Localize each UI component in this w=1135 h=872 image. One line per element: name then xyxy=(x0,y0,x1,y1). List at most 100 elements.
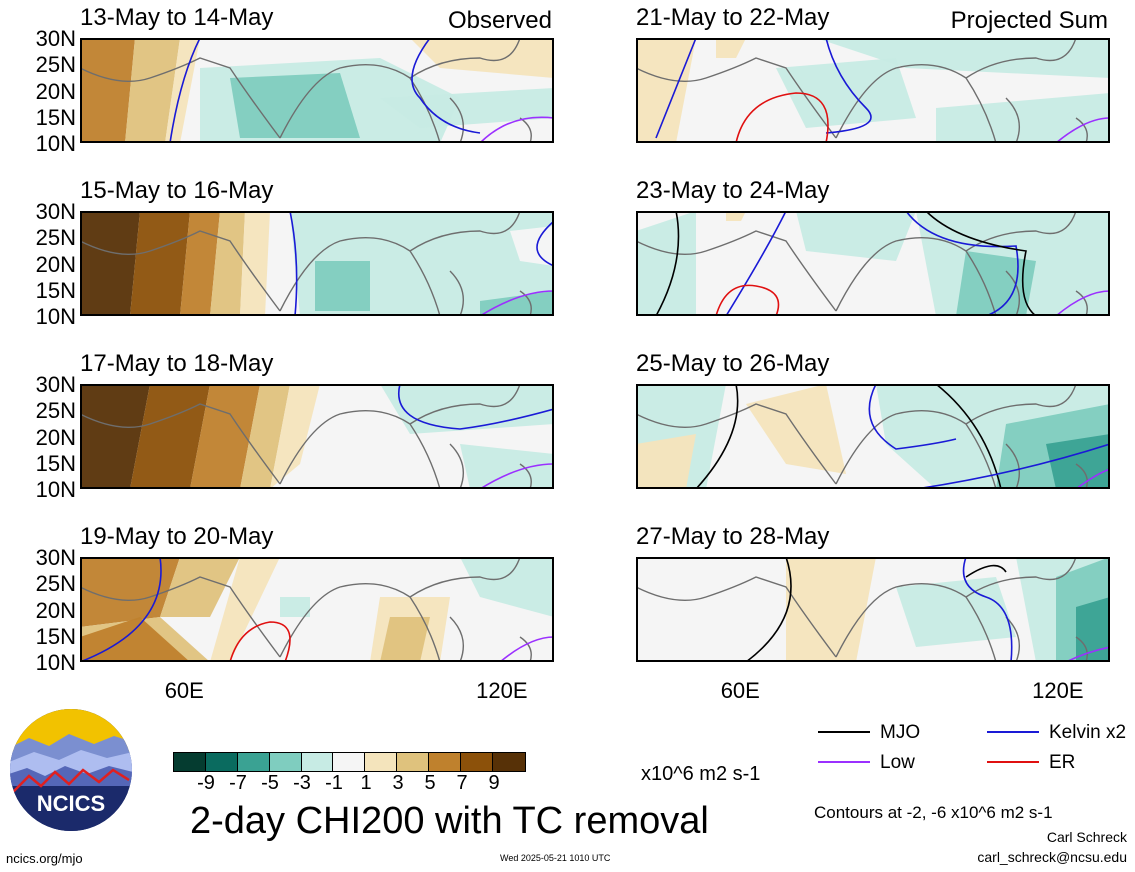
contour-kelvin-x2 xyxy=(962,557,1013,662)
lon-tick-label: 120E xyxy=(476,678,528,703)
map-panel xyxy=(636,384,1110,489)
colorbar-swatch xyxy=(237,753,270,771)
shading-region xyxy=(240,211,270,316)
contour-mjo xyxy=(655,211,680,316)
shading-region xyxy=(480,291,554,316)
colorbar-tick-label: 3 xyxy=(392,772,404,794)
coastline xyxy=(449,97,464,143)
panel-title: 13-May to 14-May xyxy=(80,4,274,31)
legend-swatch xyxy=(818,761,870,763)
lat-tick-label: 25N xyxy=(35,225,76,251)
map-panel xyxy=(80,38,554,143)
coastline xyxy=(279,409,441,489)
coastline xyxy=(449,616,464,662)
colorbar-tick-label: -3 xyxy=(293,772,311,794)
map-frame xyxy=(80,38,554,143)
panel-title: 15-May to 16-May xyxy=(80,177,274,204)
shading-region xyxy=(180,211,220,316)
coastline xyxy=(1075,463,1088,489)
contour-er xyxy=(715,284,780,316)
colorbar-swatch xyxy=(174,753,206,771)
coastline xyxy=(965,38,1077,79)
contour-kelvin-x2 xyxy=(905,211,1019,316)
lat-tick-label: 30N xyxy=(35,545,76,570)
coastline xyxy=(636,230,837,312)
lat-tick-label: 30N xyxy=(35,372,76,397)
colorbar-swatch xyxy=(461,753,493,771)
shading-region xyxy=(80,38,135,143)
coastline xyxy=(1005,270,1020,316)
ncics-logo: NCICS xyxy=(10,709,132,831)
coastline xyxy=(1005,443,1020,489)
lat-tick-label: 20N xyxy=(35,597,76,623)
coastline xyxy=(80,576,281,658)
shading-region xyxy=(510,226,554,266)
map-frame xyxy=(636,557,1110,662)
colorbar-tick-label: 7 xyxy=(456,772,468,794)
shading-region xyxy=(786,557,876,662)
contour-kelvin-x2 xyxy=(868,384,957,450)
shading-region xyxy=(636,434,696,489)
colorbar-units: x10^6 m2 s-1 xyxy=(641,763,761,785)
lat-tick-label: 10N xyxy=(35,650,76,675)
map-frame xyxy=(636,211,1110,316)
shading-region xyxy=(270,384,320,489)
contour-kelvin-x2 xyxy=(289,211,298,316)
panel-title: 17-May to 18-May xyxy=(80,350,274,377)
lon-tick-label: 60E xyxy=(164,678,204,703)
coastline xyxy=(835,582,997,662)
shading-region xyxy=(896,577,1016,647)
contour-kelvin-x2 xyxy=(725,211,787,316)
shading-region xyxy=(380,617,430,662)
lat-tick-label: 25N xyxy=(35,398,76,424)
shading-region xyxy=(190,384,260,489)
map-frame xyxy=(636,38,1110,143)
shading-region xyxy=(636,38,696,143)
shading-region xyxy=(315,261,370,311)
shading-region xyxy=(280,597,310,617)
coastline xyxy=(279,236,441,316)
colorbar-tick-label: -5 xyxy=(261,772,279,794)
colorbar-swatch xyxy=(492,753,525,771)
lat-tick-label: 20N xyxy=(35,78,76,104)
shading-region xyxy=(936,93,1110,143)
coastline xyxy=(835,409,997,489)
coastline xyxy=(519,463,532,489)
coastline xyxy=(409,38,521,79)
shading-region xyxy=(1076,597,1110,662)
colorbar-tick-label: -7 xyxy=(229,772,247,794)
coastline xyxy=(1005,97,1020,143)
contour-kelvin-x2 xyxy=(915,443,1110,489)
contour-low xyxy=(499,636,554,662)
legend-swatch xyxy=(987,731,1039,733)
shading-region xyxy=(80,384,150,489)
shading-region xyxy=(80,617,190,662)
lat-tick-label: 10N xyxy=(35,304,76,329)
lat-tick-label: 25N xyxy=(35,571,76,597)
contour-note: Contours at -2, -6 x10^6 m2 s-1 xyxy=(814,803,1053,822)
coastline xyxy=(80,57,281,139)
colorbar-swatch xyxy=(269,753,302,771)
contour-low xyxy=(1075,468,1110,489)
shading-region xyxy=(816,38,1110,78)
contour-mjo xyxy=(965,564,1007,578)
colorbar-tick-label: 1 xyxy=(360,772,372,794)
lat-tick-label: 10N xyxy=(35,477,76,502)
site-url: ncics.org/mjo xyxy=(6,851,83,866)
lat-tick-label: 25N xyxy=(35,52,76,78)
contour-er xyxy=(735,92,829,143)
coastline xyxy=(1075,117,1088,143)
coastline xyxy=(965,557,1077,598)
shading-region xyxy=(130,384,210,489)
coastline xyxy=(519,290,532,316)
shading-region xyxy=(796,211,916,261)
colorbar-swatch xyxy=(429,753,462,771)
shading-region xyxy=(165,38,200,143)
coastline xyxy=(965,384,1077,425)
contour-kelvin-x2 xyxy=(536,220,554,267)
shading-region xyxy=(230,73,360,138)
lon-tick-label: 60E xyxy=(720,678,760,703)
legend-label: Kelvin x2 xyxy=(1049,722,1127,743)
panel-title: 27-May to 28-May xyxy=(636,523,830,550)
panel-title: 25-May to 26-May xyxy=(636,350,830,377)
